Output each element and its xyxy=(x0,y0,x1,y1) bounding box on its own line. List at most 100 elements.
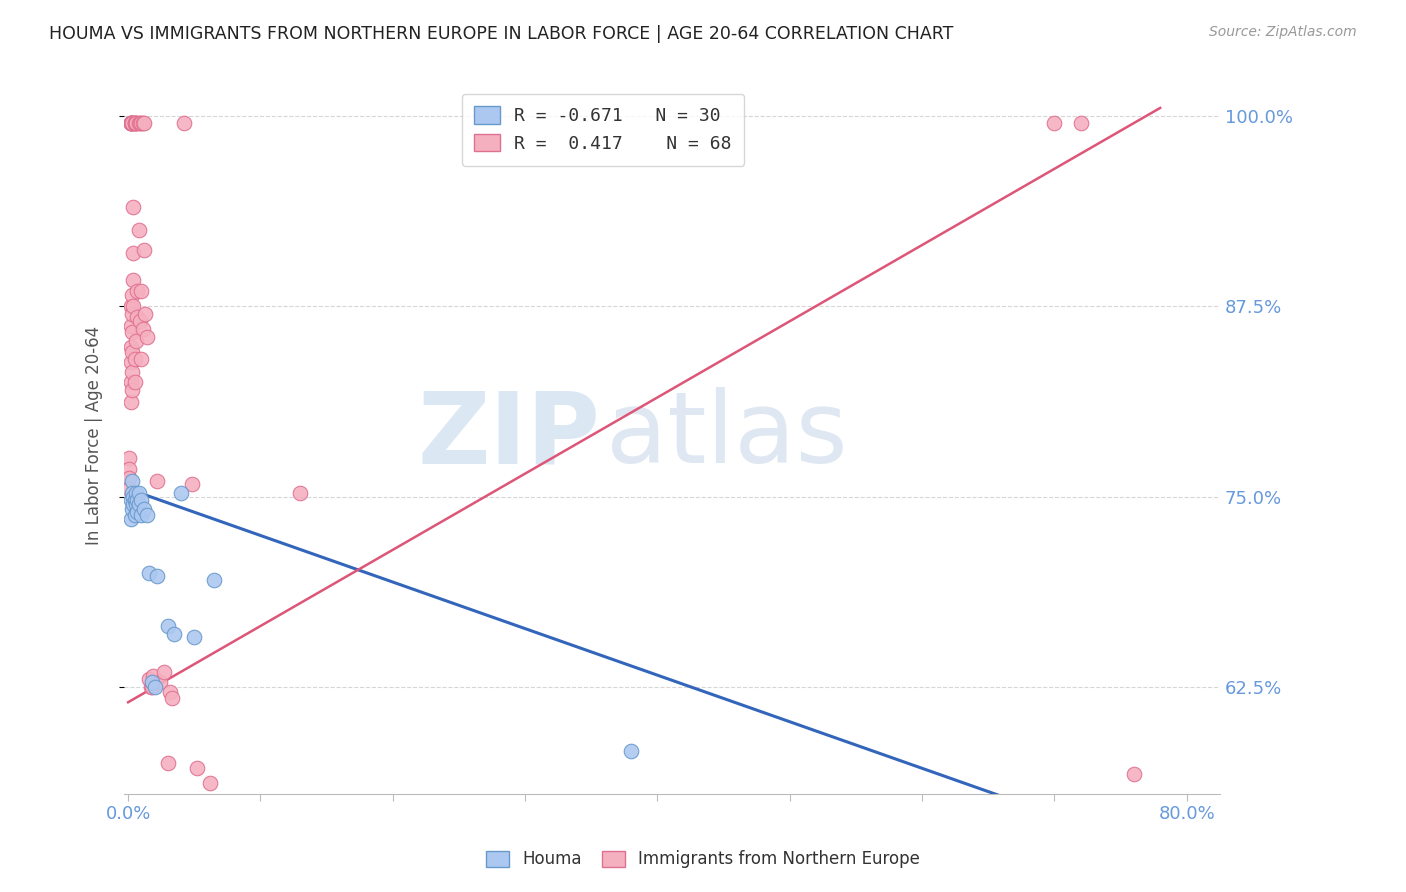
Point xyxy=(620,744,643,758)
Point xyxy=(141,675,163,690)
Point xyxy=(146,475,169,489)
Point xyxy=(120,512,142,526)
Point xyxy=(120,355,142,369)
Point xyxy=(1043,116,1066,130)
Point xyxy=(139,680,162,694)
Point xyxy=(146,568,169,582)
Point xyxy=(143,680,166,694)
Y-axis label: In Labor Force | Age 20-64: In Labor Force | Age 20-64 xyxy=(86,326,103,545)
Point xyxy=(804,802,827,816)
Point xyxy=(121,288,143,302)
Point xyxy=(1122,767,1144,781)
Text: Source: ZipAtlas.com: Source: ZipAtlas.com xyxy=(1209,25,1357,39)
Point xyxy=(180,477,202,491)
Text: HOUMA VS IMMIGRANTS FROM NORTHERN EUROPE IN LABOR FORCE | AGE 20-64 CORRELATION : HOUMA VS IMMIGRANTS FROM NORTHERN EUROPE… xyxy=(49,25,953,43)
Point xyxy=(120,375,142,389)
Text: ZIP: ZIP xyxy=(418,387,600,484)
Point xyxy=(131,284,153,298)
Point xyxy=(131,116,153,130)
Point xyxy=(131,352,153,367)
Point xyxy=(120,116,142,130)
Point xyxy=(132,501,155,516)
Point xyxy=(122,490,145,504)
Point xyxy=(124,352,146,367)
Point xyxy=(124,116,146,130)
Point xyxy=(160,690,183,705)
Point xyxy=(186,761,208,775)
Point xyxy=(149,675,172,690)
Point xyxy=(124,508,146,522)
Text: atlas: atlas xyxy=(606,387,848,484)
Point xyxy=(118,482,141,496)
Point xyxy=(120,116,142,130)
Point xyxy=(173,116,195,130)
Point xyxy=(118,471,141,485)
Point xyxy=(288,486,311,500)
Point xyxy=(156,619,179,633)
Point xyxy=(128,116,150,130)
Point xyxy=(131,508,153,522)
Legend: R = -0.671   N = 30, R =  0.417    N = 68: R = -0.671 N = 30, R = 0.417 N = 68 xyxy=(461,94,744,166)
Point xyxy=(138,566,160,580)
Point xyxy=(121,486,143,500)
Point xyxy=(132,243,155,257)
Point xyxy=(122,245,145,260)
Point xyxy=(134,307,156,321)
Point xyxy=(132,116,155,130)
Point xyxy=(163,626,186,640)
Point xyxy=(170,486,193,500)
Point xyxy=(125,334,148,348)
Point xyxy=(121,365,143,379)
Point xyxy=(131,322,153,336)
Point xyxy=(120,116,142,130)
Point xyxy=(125,497,148,511)
Point xyxy=(120,340,142,354)
Point xyxy=(121,116,143,130)
Point xyxy=(120,116,142,130)
Point xyxy=(121,116,143,130)
Point xyxy=(128,223,150,237)
Point xyxy=(118,462,141,476)
Point xyxy=(135,329,157,343)
Point xyxy=(125,116,148,130)
Legend: Houma, Immigrants from Northern Europe: Houma, Immigrants from Northern Europe xyxy=(477,842,929,877)
Point xyxy=(121,501,143,516)
Point xyxy=(121,116,143,130)
Point xyxy=(121,344,143,359)
Point xyxy=(1070,116,1092,130)
Point xyxy=(120,318,142,333)
Point xyxy=(131,492,153,507)
Point xyxy=(129,116,152,130)
Point xyxy=(156,756,179,771)
Point xyxy=(159,684,181,698)
Point xyxy=(202,574,225,588)
Point xyxy=(124,116,146,130)
Point xyxy=(183,630,205,644)
Point xyxy=(135,508,157,522)
Point xyxy=(141,680,163,694)
Point xyxy=(128,486,150,500)
Point xyxy=(118,451,141,466)
Point xyxy=(138,673,160,687)
Point xyxy=(198,776,221,790)
Point xyxy=(121,475,143,489)
Point xyxy=(128,497,150,511)
Point xyxy=(125,486,148,500)
Point xyxy=(124,116,146,130)
Point xyxy=(122,273,145,287)
Point xyxy=(124,375,146,389)
Point xyxy=(122,200,145,214)
Point xyxy=(120,492,142,507)
Point xyxy=(142,669,165,683)
Point xyxy=(124,492,146,507)
Point xyxy=(121,383,143,397)
Point xyxy=(121,325,143,339)
Point xyxy=(125,116,148,130)
Point xyxy=(127,284,149,298)
Point xyxy=(129,314,152,328)
Point xyxy=(122,497,145,511)
Point xyxy=(120,116,142,130)
Point xyxy=(127,492,149,507)
Point xyxy=(120,395,142,409)
Point xyxy=(120,299,142,313)
